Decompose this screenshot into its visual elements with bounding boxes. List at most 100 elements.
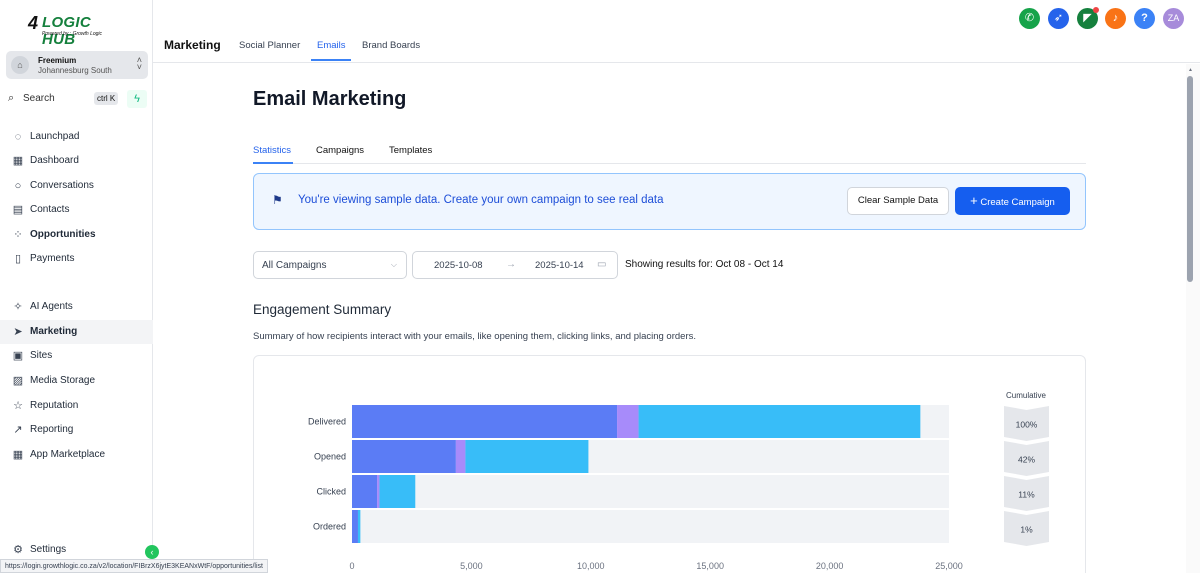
engagement-summary-title: Engagement Summary: [253, 302, 392, 317]
search-icon: ⌕: [8, 92, 15, 104]
tab-social-planner[interactable]: Social Planner: [239, 40, 301, 51]
campaign-select[interactable]: All Campaigns ⌵: [253, 251, 407, 279]
sidebar-item-reporting[interactable]: ↗ Reporting: [0, 418, 153, 442]
send-icon: ➤: [13, 326, 23, 338]
account-name: Freemium: [38, 56, 77, 65]
chat-icon: ○: [14, 180, 22, 192]
chevron-updown-icon: ˄ ˅: [136, 55, 142, 72]
sidebar-item-reputation[interactable]: ☆ Reputation: [0, 394, 153, 418]
bar-segment: [352, 405, 618, 438]
page-section-title: Marketing: [164, 38, 221, 52]
scrollbar-thumb[interactable]: [1187, 76, 1193, 282]
engagement-summary-description: Summary of how recipients interact with …: [253, 331, 697, 342]
x-tick-label: 25,000: [935, 561, 963, 571]
collapse-sidebar-button[interactable]: ‹: [145, 545, 159, 559]
bar-segment: [357, 510, 361, 543]
sidebar-item-settings[interactable]: ⚙ Settings: [0, 538, 153, 562]
cumulative-value: 100%: [1016, 420, 1038, 430]
sidebar-item-opportunities[interactable]: ⁘ Opportunities: [0, 223, 153, 247]
notification-dot: [1093, 7, 1099, 13]
account-location: Johannesburg South: [38, 66, 112, 75]
tab-brand-boards[interactable]: Brand Boards: [362, 40, 421, 51]
bar-segment: [638, 405, 921, 438]
tab-emails[interactable]: Emails: [317, 40, 346, 51]
rocket-icon: ◌: [14, 131, 22, 143]
tab-statistics[interactable]: Statistics: [253, 145, 292, 156]
plus-icon: +: [970, 193, 978, 208]
bar-segment: [617, 405, 639, 438]
scroll-up-arrow[interactable]: ▲: [1188, 67, 1193, 73]
sidebar-item-marketing[interactable]: ➤ Marketing: [0, 320, 153, 344]
phone-icon[interactable]: ✆: [1019, 8, 1040, 29]
bar-segment: [377, 475, 380, 508]
sidebar-item-media-storage[interactable]: ▨ Media Storage: [12, 375, 96, 387]
category-label: Delivered: [308, 417, 346, 427]
sample-data-banner: ⚑ You're viewing sample data. Create you…: [253, 173, 1086, 230]
cumulative-value: 42%: [1018, 455, 1035, 465]
shortcut-badge: ctrl K: [94, 92, 119, 105]
sidebar-item-sites[interactable]: ▣ Sites: [12, 350, 53, 362]
bell-icon[interactable]: ♪: [1105, 8, 1126, 29]
active-subtab-indicator: [253, 162, 293, 164]
page-title: Email Marketing: [253, 88, 407, 110]
avatar[interactable]: ZA: [1163, 8, 1184, 29]
sidebar: 4 LOGIC HUB Powered by : Growth Logic ⌂ …: [0, 0, 153, 573]
sidebar-item-launchpad[interactable]: ◌ Launchpad: [0, 125, 153, 149]
bar-segment: [352, 510, 358, 543]
cumulative-box: [1004, 476, 1049, 511]
category-label: Clicked: [316, 487, 346, 497]
top-bar: Marketing Social Planner Emails Brand Bo…: [153, 0, 1200, 63]
engagement-chart: Delivered 100% Opened 42% Clicked 11% Ordered 1…: [308, 391, 1049, 571]
category-label: Ordered: [313, 522, 346, 532]
bar-track: [352, 510, 949, 543]
rocket-icon[interactable]: ➶: [1048, 8, 1069, 29]
sidebar-item-payments[interactable]: ▯ Payments: [0, 247, 153, 271]
date-range-picker[interactable]: 2025-10-08 → 2025-10-14 ▭: [412, 251, 618, 279]
bar-segment: [352, 475, 378, 508]
chevron-down-icon: ⌵: [390, 260, 397, 269]
calendar-icon: ▭: [597, 259, 607, 270]
image-icon: ▨: [12, 375, 24, 387]
grid-icon: ▦: [12, 155, 24, 167]
arrow-right-icon: →: [506, 259, 516, 270]
search-bar[interactable]: ⌕ Search ctrl K ϟ: [6, 90, 148, 108]
bar-segment: [379, 475, 416, 508]
cumulative-box: [1004, 441, 1049, 476]
sparkle-icon: ✧: [13, 301, 23, 313]
contacts-icon: ▤: [12, 204, 24, 216]
x-tick-label: 10,000: [577, 561, 605, 571]
cumulative-box: [1004, 511, 1049, 546]
logo[interactable]: 4 LOGIC HUB Powered by : Growth Logic: [28, 13, 103, 48]
bar-segment: [465, 440, 589, 473]
cumulative-box: [1004, 406, 1049, 441]
gear-icon: ⚙: [13, 544, 23, 556]
sidebar-item-app-marketplace[interactable]: ▦ App Marketplace: [12, 449, 106, 461]
help-icon[interactable]: ?: [1134, 8, 1155, 29]
megaphone-icon[interactable]: ◤: [1077, 8, 1098, 29]
cumulative-value: 11%: [1018, 490, 1035, 500]
tabs-divider: [253, 163, 1086, 164]
bolt-icon[interactable]: ϟ: [127, 90, 147, 108]
sidebar-item-ai-agents[interactable]: ✧ AI Agents: [0, 295, 153, 319]
cumulative-header: Cumulative: [1006, 391, 1047, 400]
tab-campaigns[interactable]: Campaigns: [316, 145, 365, 156]
sidebar-item-conversations[interactable]: ○ Conversations: [0, 174, 153, 198]
bar-track: [352, 475, 949, 508]
sidebar-item-contacts[interactable]: ▤ Contacts: [12, 204, 70, 216]
tab-templates[interactable]: Templates: [389, 145, 433, 156]
x-tick-label: 5,000: [460, 561, 483, 571]
x-tick-label: 0: [349, 561, 354, 571]
trend-icon: ↗: [13, 424, 23, 436]
end-date: 2025-10-14: [535, 260, 584, 271]
clear-sample-data-button[interactable]: Clear Sample Data: [847, 187, 949, 215]
x-tick-label: 20,000: [816, 561, 844, 571]
active-tab-indicator: [311, 59, 351, 61]
bar-segment: [455, 440, 466, 473]
category-label: Opened: [314, 452, 346, 462]
sidebar-item-dashboard[interactable]: ▦ Dashboard: [12, 155, 79, 167]
apps-icon: ▦: [12, 449, 24, 461]
create-campaign-button[interactable]: + Create Campaign: [955, 187, 1070, 215]
sites-icon: ▣: [12, 350, 24, 362]
account-switcher[interactable]: ⌂ Freemium Johannesburg South ˄ ˅: [6, 51, 148, 79]
x-tick-label: 15,000: [696, 561, 724, 571]
